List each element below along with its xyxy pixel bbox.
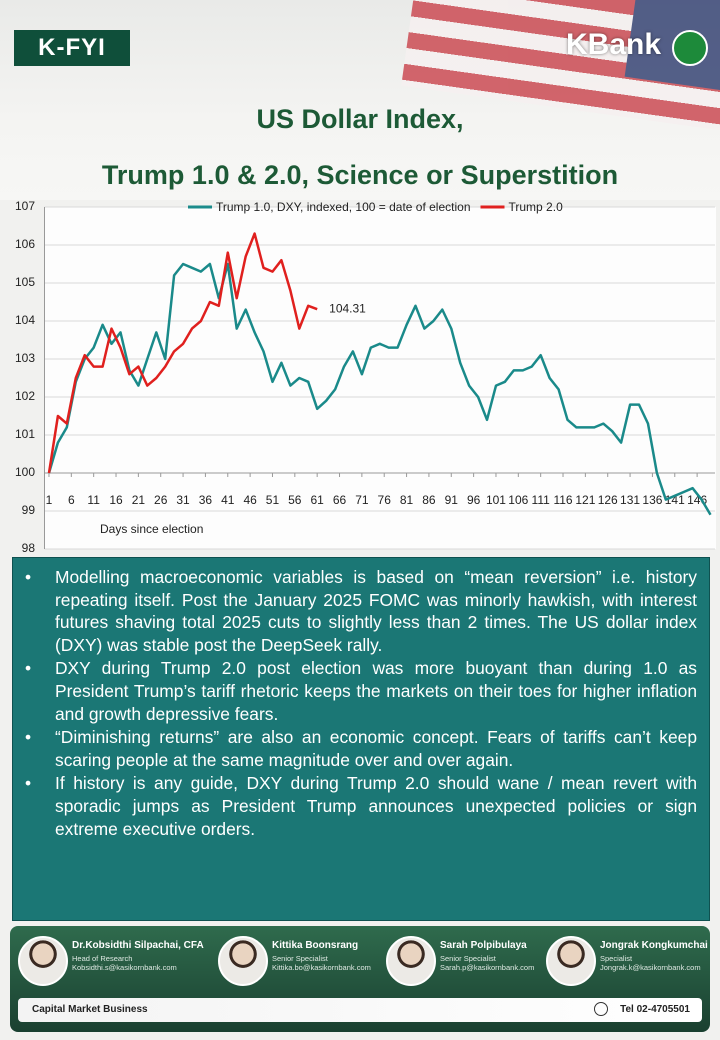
x-tick-label: 121 (575, 493, 595, 507)
person-name: Dr.Kobsidthi Silpachai, CFA (72, 940, 204, 951)
x-tick-label: 91 (445, 493, 459, 507)
y-tick-label: 103 (15, 351, 35, 365)
x-tick-label: 96 (467, 493, 481, 507)
header: K-FYI KBank (0, 0, 720, 200)
x-tick-label: 6 (68, 493, 75, 507)
brand-icon (672, 30, 708, 66)
commentary: Modelling macroeconomic variables is bas… (12, 557, 710, 921)
person-name: Jongrak Kongkumchai (600, 940, 708, 951)
person-name: Sarah Polpibulaya (440, 940, 527, 951)
person-email: Sarah.p@kasikornbank.com (440, 963, 535, 972)
x-tick-label: 41 (221, 493, 235, 507)
x-tick-label: 51 (266, 493, 280, 507)
y-tick-label: 102 (15, 389, 35, 403)
bullet: Modelling macroeconomic variables is bas… (21, 566, 697, 656)
end-value-label: 104.31 (329, 301, 366, 315)
series-line (47, 262, 712, 516)
legend-label: Trump 2.0 (509, 200, 564, 214)
legend-label: Trump 1.0, DXY, indexed, 100 = date of e… (216, 200, 471, 214)
y-tick-label: 104 (15, 313, 35, 327)
x-tick-label: 1 (46, 493, 53, 507)
x-tick-label: 56 (288, 493, 302, 507)
y-tick-label: 106 (15, 237, 35, 251)
bullet: DXY during Trump 2.0 post election was m… (21, 657, 697, 725)
x-tick-label: 136 (642, 493, 662, 507)
bullet: If history is any guide, DXY during Trum… (21, 772, 697, 840)
person-role: Senior Specialist (272, 954, 328, 963)
x-tick-label: 106 (508, 493, 528, 507)
x-tick-label: 111 (532, 493, 551, 507)
y-tick-label: 107 (15, 199, 35, 213)
footer: Dr.Kobsidthi Silpachai, CFA Head of Rese… (10, 926, 710, 1032)
x-tick-label: 76 (378, 493, 392, 507)
x-tick-label: 46 (243, 493, 257, 507)
x-tick-label: 21 (132, 493, 146, 507)
y-tick-label: 105 (15, 275, 35, 289)
chart: Days since election 98 99 100 101 102 103 104 1… (15, 199, 716, 555)
person-role: Senior Specialist (440, 954, 496, 963)
x-tick-label: 11 (87, 493, 100, 507)
badge: K-FYI (14, 30, 130, 66)
x-tick-label: 116 (553, 493, 572, 507)
x-tick-label: 126 (598, 493, 618, 507)
series-line (47, 232, 318, 474)
phone-icon (594, 1002, 608, 1016)
business-unit: Capital Market Business (32, 1004, 148, 1015)
x-axis-label: Days since election (100, 522, 203, 536)
person-name: Kittika Boonsrang (272, 940, 359, 951)
title-line: Trump 1.0 & 2.0, Science or Superstition (101, 160, 619, 190)
y-tick-label: 101 (15, 427, 35, 441)
x-tick-label: 36 (199, 493, 213, 507)
x-tick-label: 66 (333, 493, 347, 507)
x-tick-label: 26 (154, 493, 168, 507)
person-email: Jongrak.k@kasikornbank.com (600, 963, 701, 972)
y-tick-label: 100 (15, 465, 35, 479)
y-tick-label: 98 (22, 541, 36, 555)
x-tick-label: 16 (109, 493, 123, 507)
x-tick-label: 101 (486, 493, 506, 507)
x-tick-label: 71 (355, 493, 369, 507)
x-tick-label: 86 (422, 493, 436, 507)
y-tick-label: 99 (22, 503, 36, 517)
person-role: Head of Research (72, 954, 133, 963)
person-role: Specialist (600, 954, 633, 963)
x-tick-label: 146 (687, 493, 707, 507)
x-tick-label: 131 (620, 493, 640, 507)
x-tick-label: 61 (310, 493, 324, 507)
person-email: Kittika.bo@kasikornbank.com (272, 963, 371, 972)
brand: KBank (566, 28, 662, 61)
footer-bar: Capital Market Business Tel 02-4705501 (18, 998, 702, 1022)
person-email: Kobsidthi.s@kasikornbank.com (72, 963, 177, 972)
x-tick-label: 81 (400, 493, 414, 507)
phone: Tel 02-4705501 (620, 1004, 690, 1015)
title-line: US Dollar Index, (256, 104, 464, 134)
x-tick-label: 31 (176, 493, 190, 507)
bullet: “Diminishing returns” are also an econom… (21, 726, 697, 771)
